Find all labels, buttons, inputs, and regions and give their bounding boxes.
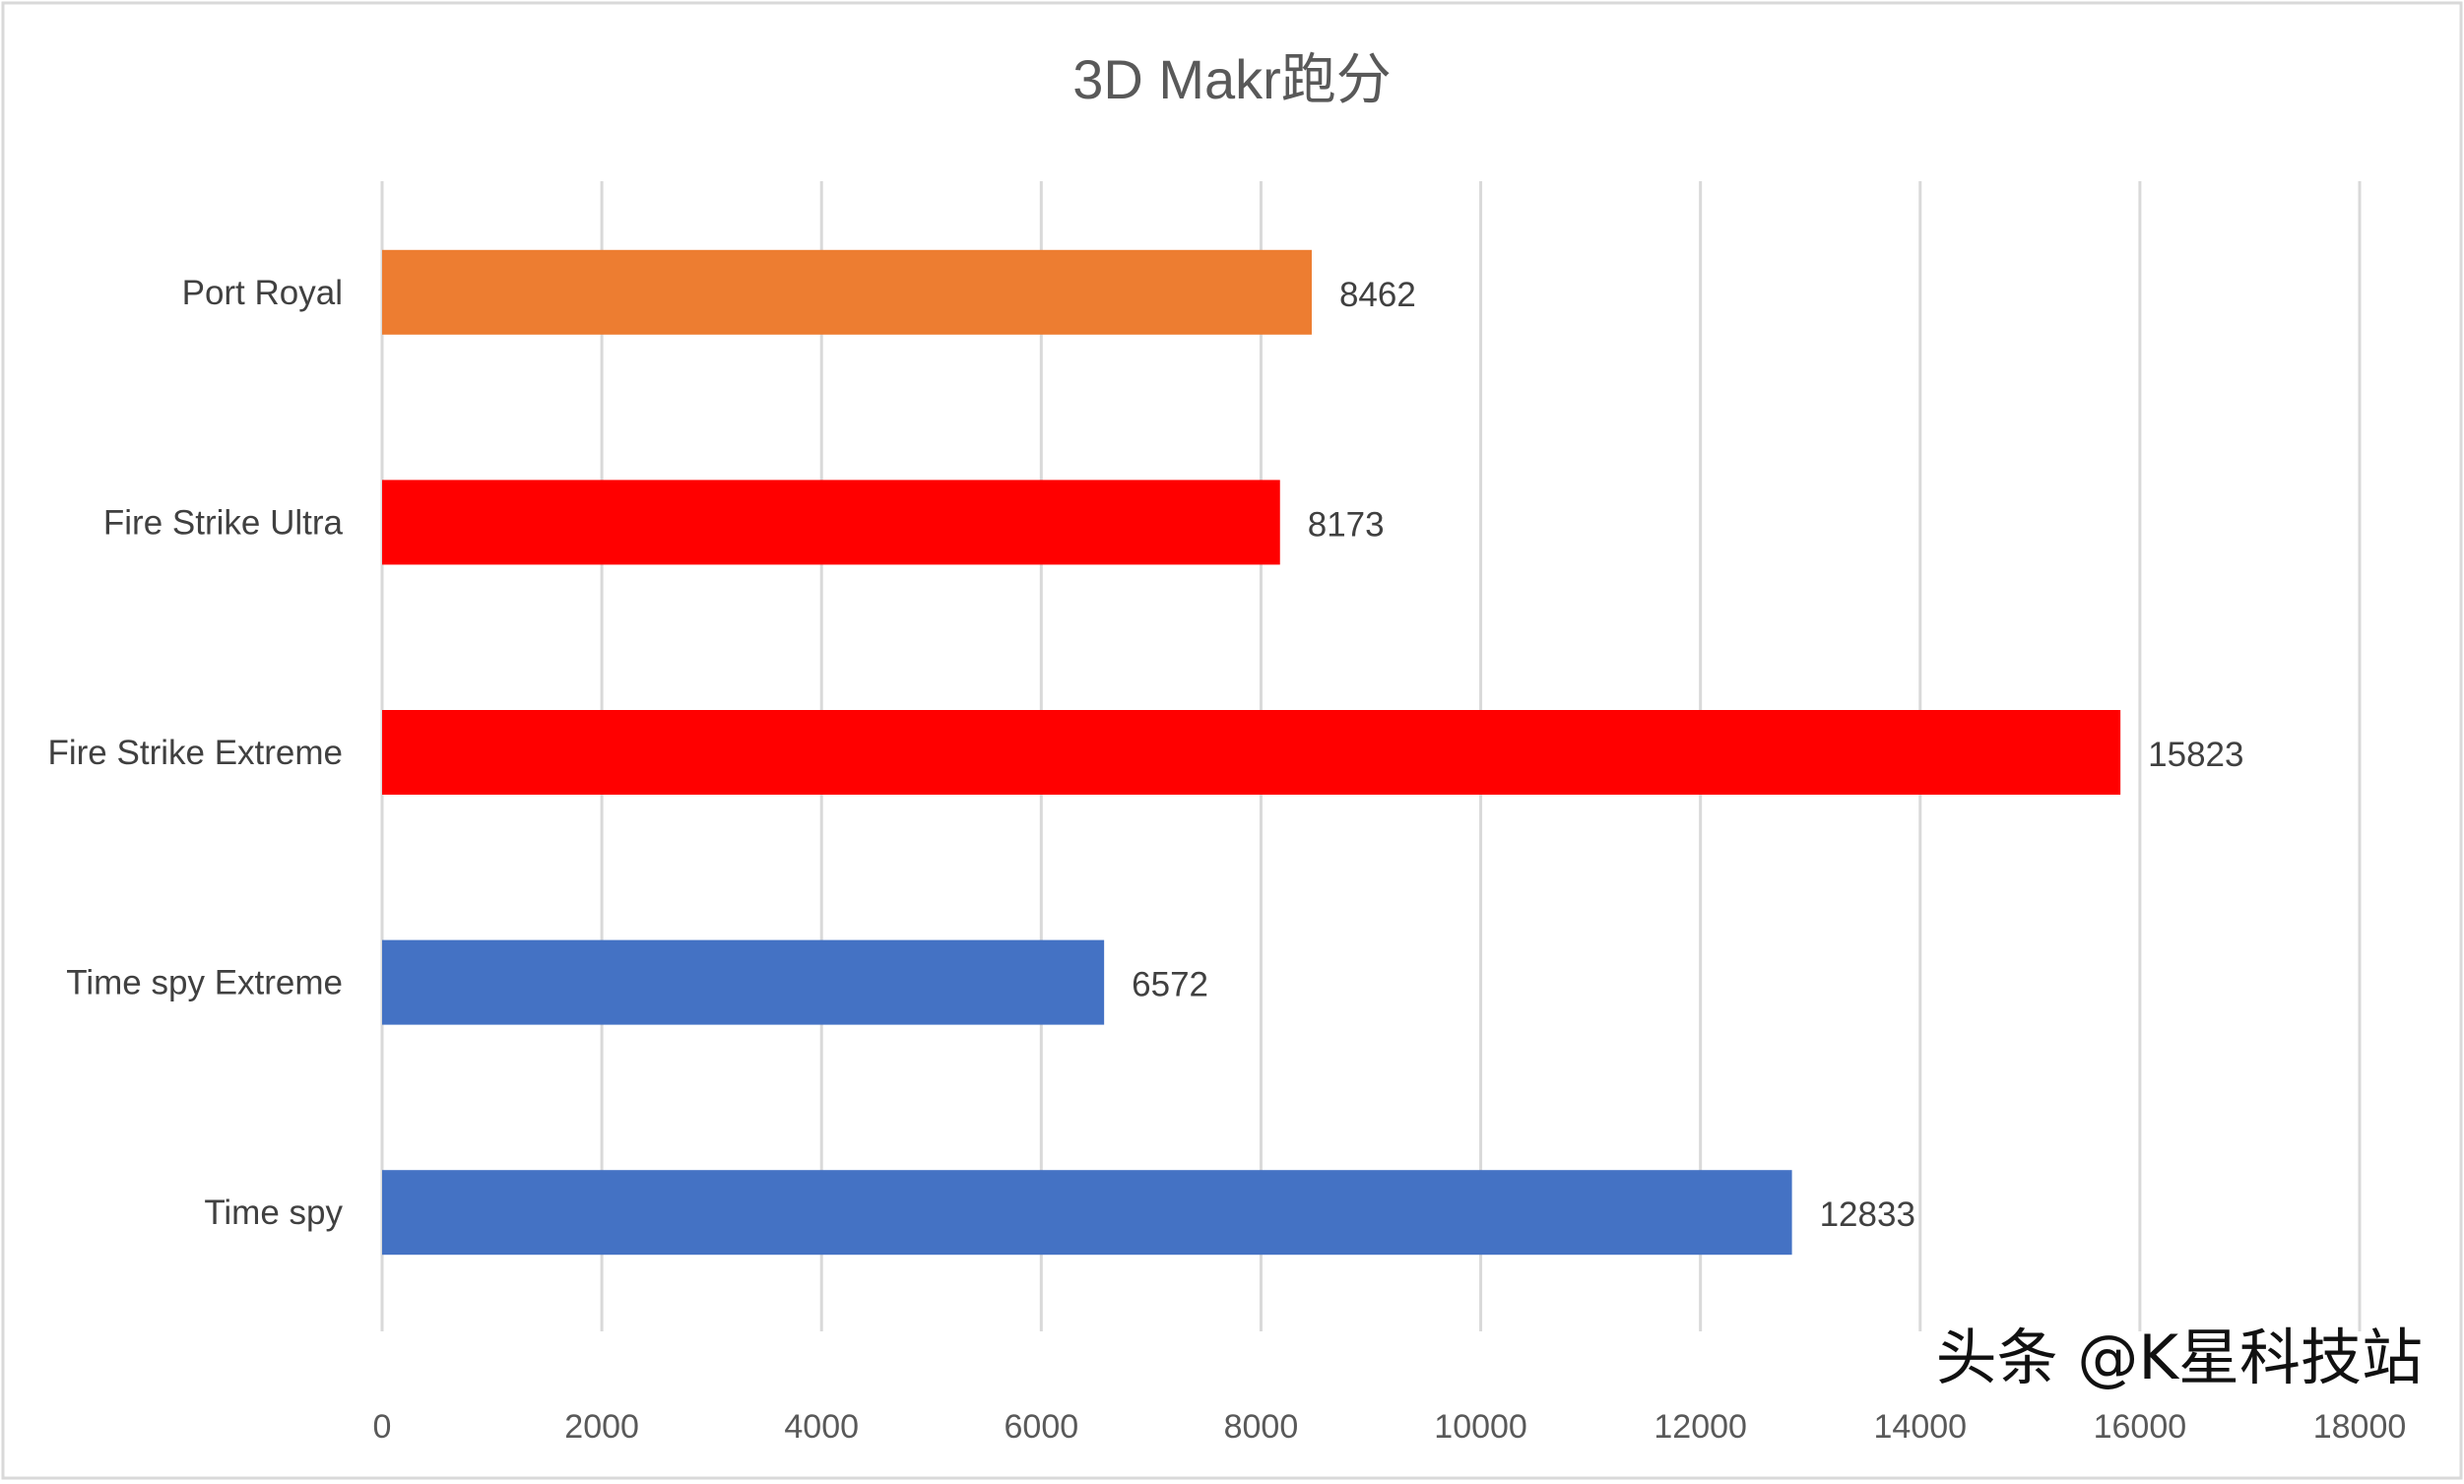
x-tick-label: 8000 [1224,1408,1299,1446]
watermark: 头条 @K星科技站 [1936,1322,2423,1393]
data-label: 8462 [1339,276,1416,314]
x-tick-label: 6000 [1005,1408,1079,1446]
bar [382,939,1105,1025]
x-tick-label: 0 [373,1408,392,1446]
category-label: Port Royal [182,274,343,312]
category-label: Fire Strike Ultra [103,503,344,542]
chart-title: 3D Makr跑分 [1072,48,1392,110]
x-tick-label: 2000 [564,1408,639,1446]
bar [382,1170,1792,1256]
category-label: Time spy [204,1194,343,1232]
x-tick-label: 14000 [1874,1408,1968,1446]
x-tick-label: 10000 [1434,1408,1527,1446]
bar [382,249,1312,335]
data-label: 12833 [1820,1195,1915,1234]
x-tick-label: 16000 [2094,1408,2187,1446]
data-label: 8173 [1308,505,1385,544]
data-label: 6572 [1132,966,1208,1004]
x-tick-label: 12000 [1653,1408,1747,1446]
category-label: Time spy Extreme [66,964,343,1002]
bar [382,710,2121,795]
category-label: Fire Strike Extreme [48,734,344,772]
x-tick-label: 18000 [2313,1408,2407,1446]
x-tick-label: 4000 [784,1408,859,1446]
data-label: 15823 [2148,736,2243,774]
bar [382,480,1280,565]
